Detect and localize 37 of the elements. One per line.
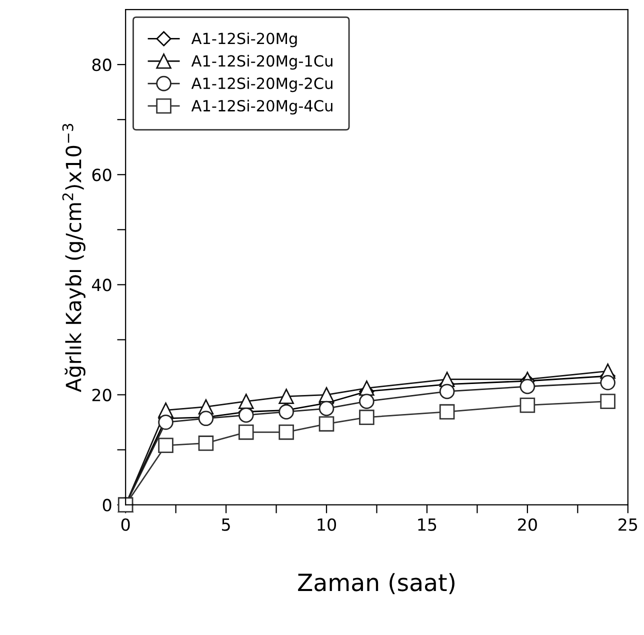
y-tick-label: 20 — [92, 388, 112, 402]
x-tick-label: 25 — [618, 518, 638, 531]
point — [359, 410, 374, 425]
x-tick-label: 15 — [418, 518, 436, 531]
legend-label: A1-12Si-20Mg — [191, 32, 297, 48]
point — [238, 394, 254, 409]
point — [600, 394, 616, 409]
legend-label: A1-12Si-20Mg-1Cu — [191, 54, 332, 70]
point — [198, 436, 214, 451]
point — [359, 394, 374, 409]
point — [600, 375, 616, 390]
x-tick-label: 5 — [222, 518, 230, 531]
point — [158, 414, 174, 430]
legend-label: A1-12Si-20Mg-2Cu — [191, 77, 332, 92]
point — [439, 384, 455, 400]
y-tick-label: 40 — [92, 278, 112, 292]
y-tick-label: 0 — [102, 498, 112, 512]
point — [439, 404, 455, 420]
x-axis-title: Zaman (saat) — [298, 573, 454, 594]
point — [318, 387, 334, 402]
point — [278, 424, 294, 440]
y-tick-label: 60 — [92, 168, 112, 182]
point — [520, 398, 536, 413]
point — [238, 424, 254, 440]
x-tick-label: 10 — [318, 518, 336, 531]
point — [318, 416, 334, 432]
y-axis-title: Ağrlık Kaybı (g/cm$^{2}$)x10$^{−3}$ — [62, 124, 86, 392]
legend-label: A1-12Si-20Mg-4Cu — [191, 100, 332, 114]
y-tick-label: 80 — [92, 58, 112, 72]
point — [318, 400, 334, 416]
point — [158, 438, 174, 454]
point — [359, 380, 374, 396]
point — [238, 407, 254, 423]
point — [278, 388, 294, 404]
x-tick-label: 0 — [121, 518, 130, 531]
x-tick-label: 20 — [518, 518, 537, 531]
point — [520, 378, 536, 394]
